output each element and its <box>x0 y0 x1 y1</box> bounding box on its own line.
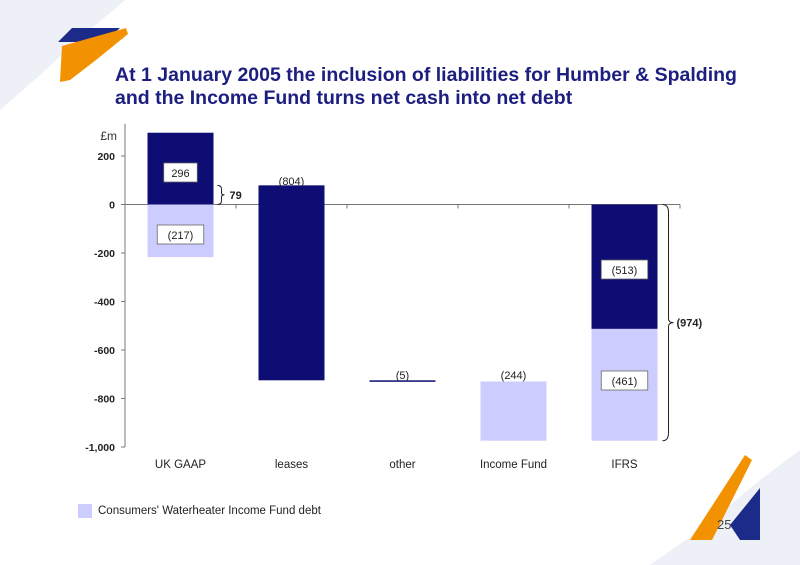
y-tick-label: -800 <box>94 394 115 406</box>
bar-other-dark <box>369 380 436 382</box>
annotation-974: (974) <box>677 318 703 330</box>
legend-swatch-income-fund <box>78 504 92 518</box>
slide-title-line-2: and the Income Fund turns net cash into … <box>115 87 573 109</box>
data-label-uk-gaap: (217) <box>168 230 194 242</box>
bar-income-fund-light <box>480 381 547 441</box>
legend-label: Consumers' Waterheater Income Fund debt <box>98 505 321 517</box>
brace-974 <box>662 204 674 442</box>
data-label-income-fund: (244) <box>501 370 527 382</box>
page-number: 25 <box>717 517 732 532</box>
x-tick-label-uk-gaap: UK GAAP <box>155 459 206 471</box>
brace-79 <box>217 184 225 205</box>
data-label-box <box>600 259 649 280</box>
x-tick-label-ifrs: IFRS <box>611 459 638 471</box>
y-axis-unit: £m <box>100 129 117 143</box>
x-tick-label-leases: leases <box>275 459 308 471</box>
data-label-uk-gaap: 296 <box>171 168 189 180</box>
slide-title-line-1: At 1 January 2005 the inclusion of liabi… <box>115 64 737 86</box>
legend: Consumers' Waterheater Income Fund debt <box>78 503 321 519</box>
y-tick-label: -1,000 <box>85 442 115 454</box>
y-tick-label: 200 <box>97 151 115 163</box>
x-tick-label-other: other <box>389 459 415 471</box>
data-label-box <box>600 370 649 391</box>
data-label-ifrs: (461) <box>612 376 638 388</box>
y-tick-label: -600 <box>94 345 115 357</box>
y-tick-label: -200 <box>94 248 115 260</box>
data-label-box <box>156 224 205 245</box>
annotation-79: 79 <box>230 190 242 202</box>
data-label-box <box>163 162 198 183</box>
bar-leases-dark <box>258 185 325 381</box>
y-tick-label: -400 <box>94 297 115 309</box>
data-label-leases: (804) <box>279 176 305 188</box>
data-label-ifrs: (513) <box>612 265 638 277</box>
data-label-other: (5) <box>396 370 409 382</box>
x-tick-label-income-fund: Income Fund <box>480 459 547 471</box>
slide-title: At 1 January 2005 the inclusion of liabi… <box>115 64 755 110</box>
y-tick-label: 0 <box>109 200 115 212</box>
